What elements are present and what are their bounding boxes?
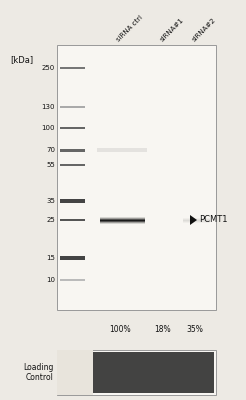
- Text: 250: 250: [42, 65, 55, 71]
- Text: [kDa]: [kDa]: [10, 55, 33, 64]
- Bar: [60, 127, 85, 129]
- Text: 100%: 100%: [109, 325, 131, 334]
- Bar: [60, 199, 85, 203]
- Bar: [60, 256, 85, 260]
- Bar: [60, 148, 85, 152]
- Bar: [60, 279, 85, 281]
- Bar: [60, 164, 85, 166]
- Text: 130: 130: [42, 104, 55, 110]
- Text: PCMT1: PCMT1: [199, 216, 228, 224]
- Bar: [100, 216, 145, 218]
- Text: 18%: 18%: [155, 325, 171, 334]
- Bar: [57, 350, 216, 395]
- Text: Loading
Control: Loading Control: [24, 363, 54, 382]
- Text: 10: 10: [46, 277, 55, 283]
- Text: 25: 25: [46, 217, 55, 223]
- Bar: [97, 148, 147, 152]
- Bar: [57, 350, 93, 395]
- Bar: [183, 220, 210, 222]
- Bar: [57, 45, 216, 310]
- Text: 100: 100: [42, 125, 55, 131]
- Polygon shape: [190, 215, 197, 225]
- Bar: [100, 218, 145, 220]
- Text: 70: 70: [46, 147, 55, 153]
- Bar: [100, 222, 145, 224]
- Bar: [93, 352, 214, 393]
- Bar: [60, 219, 85, 221]
- Text: siRNA#1: siRNA#1: [159, 17, 185, 43]
- Bar: [60, 67, 85, 69]
- Text: 55: 55: [46, 162, 55, 168]
- Text: 35%: 35%: [186, 325, 203, 334]
- Bar: [100, 220, 145, 222]
- Text: 35: 35: [46, 198, 55, 204]
- Text: siRNA#2: siRNA#2: [191, 17, 217, 43]
- Bar: [60, 106, 85, 108]
- Text: siRNA ctrl: siRNA ctrl: [116, 15, 144, 43]
- Text: 15: 15: [46, 255, 55, 261]
- Bar: [183, 218, 210, 220]
